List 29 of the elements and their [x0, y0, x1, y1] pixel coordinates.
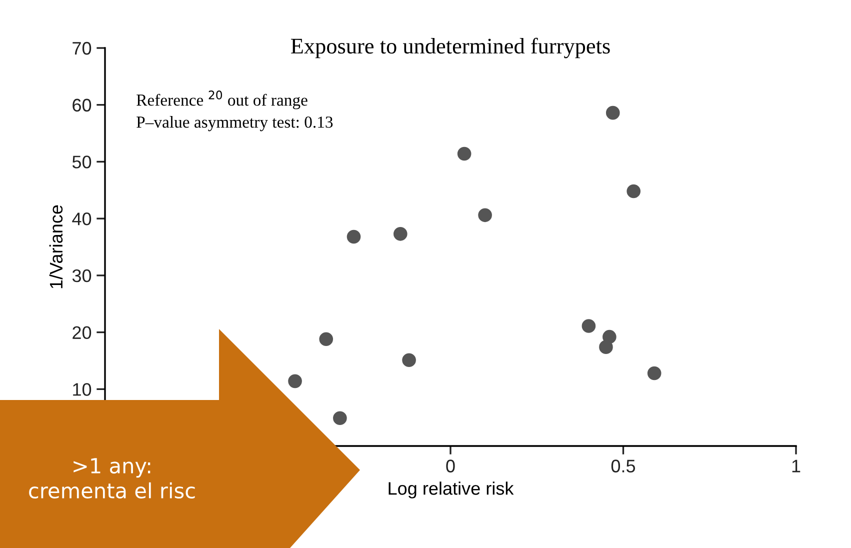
y-tick-label: 40 — [72, 212, 92, 226]
point — [478, 208, 492, 222]
x-axis-title: Log relative risk — [388, 482, 514, 498]
y-axis-title: 1/Variance — [49, 205, 63, 288]
x-tick-label: 1 — [792, 460, 800, 472]
point — [288, 374, 302, 388]
chart-title: Exposure to undetermined furrypets — [291, 38, 610, 58]
text: >1 any: crementa el risc — [29, 458, 195, 498]
point — [393, 227, 408, 241]
y-tick-label: 30 — [72, 269, 92, 282]
point — [606, 106, 620, 120]
annotation: P–value asymmetry test: 0.13 — [136, 116, 333, 132]
y-tick-label: 50 — [72, 156, 92, 168]
point — [333, 411, 347, 426]
x-tick-label: 0 — [446, 460, 455, 472]
point — [346, 230, 361, 244]
point — [626, 184, 641, 198]
point — [582, 319, 596, 333]
x-tick-label: 0.5 — [611, 460, 636, 472]
y-tick-label: 70 — [72, 42, 92, 55]
point — [319, 332, 334, 346]
y-tick-label: 20 — [72, 326, 92, 340]
point — [457, 146, 472, 161]
annotation: Reference $^{20}$ out of range — [136, 90, 308, 110]
y-tick-label: 10 — [73, 383, 92, 396]
point — [599, 340, 613, 354]
point — [402, 353, 416, 368]
y-tick-label: 60 — [72, 98, 92, 112]
point — [647, 366, 662, 380]
